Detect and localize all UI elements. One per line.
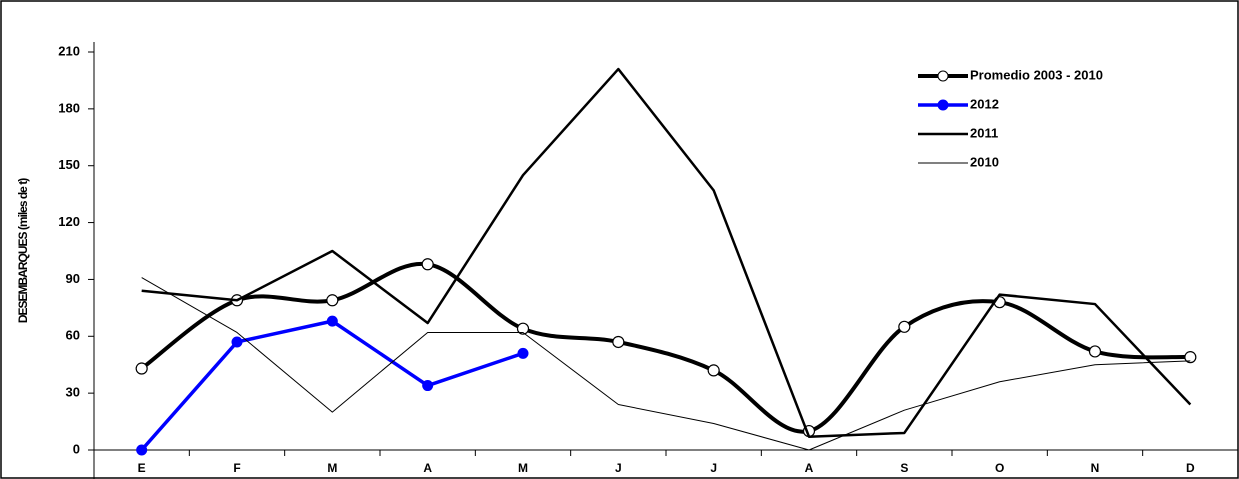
legend-marker: [937, 70, 949, 82]
x-tick-label: M: [327, 461, 337, 475]
point: [1184, 351, 1197, 364]
series-line: [141, 277, 1191, 451]
point: [516, 322, 530, 335]
y-tick-label: 210: [58, 43, 80, 58]
point: [326, 294, 339, 307]
x-tick-label: E: [138, 461, 146, 475]
legend-label: 2011: [970, 125, 998, 140]
x-tick-label: A: [423, 461, 432, 475]
series-line: [141, 67, 1192, 438]
legend-label: 2012: [970, 96, 999, 111]
y-tick-label: 90: [66, 271, 80, 286]
y-tick-label: 30: [66, 385, 80, 400]
point: [231, 336, 243, 348]
x-tick-label: F: [233, 461, 240, 475]
legend-label: 2010: [970, 154, 999, 169]
point: [136, 444, 148, 456]
x-tick-label: M: [518, 461, 528, 475]
point: [612, 335, 625, 349]
x-tick-label: N: [1091, 461, 1100, 475]
y-tick-label: 120: [58, 214, 80, 229]
x-tick-label: J: [710, 461, 717, 475]
x-tick-label: A: [805, 461, 814, 475]
x-tick-label: O: [995, 461, 1004, 475]
point: [422, 380, 434, 392]
y-tick-label: 150: [58, 157, 80, 172]
x-tick-label: S: [900, 461, 908, 475]
legend-marker: [937, 99, 949, 111]
x-tick-label: J: [615, 461, 622, 475]
point: [1088, 345, 1102, 358]
point: [421, 258, 434, 271]
y-tick-label: 60: [66, 328, 80, 343]
point: [135, 362, 148, 375]
y-axis-label: DESEMBARQUES (miles de t): [16, 178, 30, 323]
y-tick-label: 0: [73, 441, 80, 456]
point: [326, 315, 338, 327]
legend-label: Promedio 2003 - 2010: [970, 67, 1103, 82]
point: [517, 347, 529, 359]
x-tick-label: D: [1186, 461, 1195, 475]
point: [707, 364, 720, 377]
point: [898, 320, 911, 333]
y-tick-label: 180: [58, 100, 80, 115]
